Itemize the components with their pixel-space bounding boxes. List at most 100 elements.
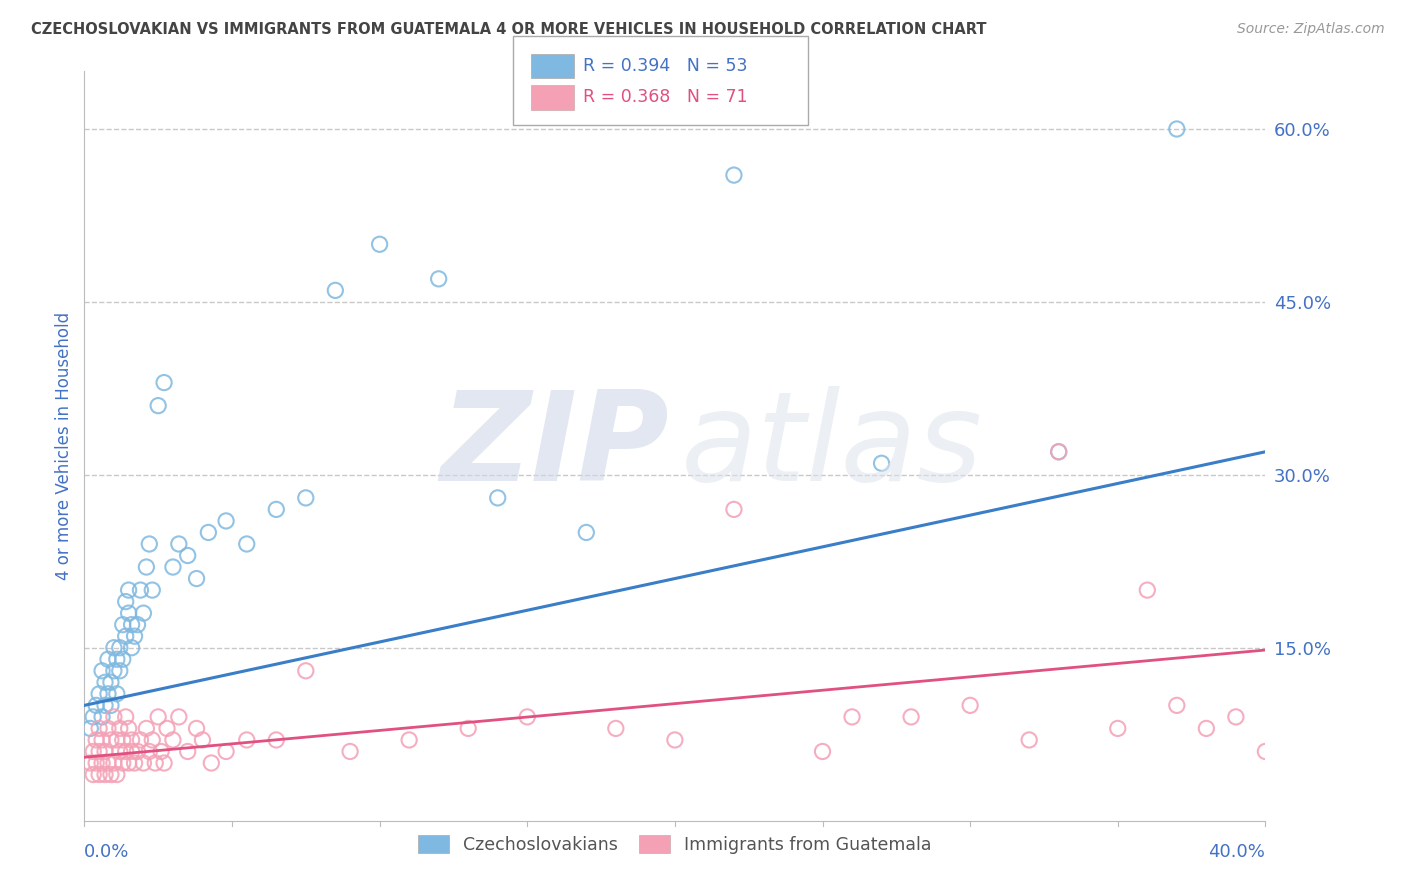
Point [1166,698,1188,713]
Point [215,514,238,528]
Point [295,664,318,678]
Point [124,756,146,770]
Point [215,744,238,758]
Point [1136,583,1159,598]
Point [150,744,173,758]
Point [162,733,184,747]
Point [177,744,200,758]
Point [91,710,114,724]
Point [1107,722,1129,736]
Point [148,399,170,413]
Point [108,744,131,758]
Point [108,664,131,678]
Point [138,537,160,551]
Point [127,617,149,632]
Point [143,756,166,770]
Point [127,744,149,758]
Point [87,687,111,701]
Point [84,756,107,770]
Point [105,687,128,701]
Point [153,756,176,770]
Point [138,744,160,758]
Point [118,722,141,736]
Point [156,722,179,736]
Point [111,733,134,747]
Point [94,675,117,690]
Point [118,606,141,620]
Point [84,733,107,747]
Point [100,698,122,713]
Point [664,733,686,747]
Point [236,537,259,551]
Point [100,767,122,781]
Point [108,640,131,655]
Point [132,606,155,620]
Point [100,675,122,690]
Point [1047,444,1070,458]
Point [111,617,134,632]
Point [91,756,114,770]
Point [186,572,208,586]
Point [266,733,288,747]
Point [1254,744,1277,758]
Point [325,284,347,298]
Point [97,722,120,736]
Point [82,710,104,724]
Text: CZECHOSLOVAKIAN VS IMMIGRANTS FROM GUATEMALA 4 OR MORE VEHICLES IN HOUSEHOLD COR: CZECHOSLOVAKIAN VS IMMIGRANTS FROM GUATE… [31,22,987,37]
Point [97,756,120,770]
Point [84,698,107,713]
Point [398,733,420,747]
Point [103,756,125,770]
Point [153,376,176,390]
Point [167,710,190,724]
Point [1018,733,1040,747]
Point [100,733,122,747]
Point [121,744,143,758]
Text: 0.0%: 0.0% [84,843,129,861]
Point [103,710,125,724]
Point [129,583,152,598]
Point [97,652,120,666]
Point [457,722,479,736]
Point [94,767,117,781]
Text: R = 0.368   N = 71: R = 0.368 N = 71 [583,88,748,106]
Point [141,583,163,598]
Point [118,756,141,770]
Point [103,664,125,678]
Point [87,722,111,736]
Point [959,698,981,713]
Point [129,733,152,747]
Point [91,664,114,678]
Point [167,537,190,551]
Point [82,744,104,758]
Point [141,733,163,747]
Point [124,629,146,643]
Text: R = 0.394   N = 53: R = 0.394 N = 53 [583,57,748,75]
Text: atlas: atlas [681,385,983,507]
Point [121,617,143,632]
Point [197,525,219,540]
Point [82,767,104,781]
Point [108,722,131,736]
Point [339,744,361,758]
Point [723,168,745,182]
Point [114,744,136,758]
Point [114,710,136,724]
Point [1166,122,1188,136]
Point [97,687,120,701]
Point [723,502,745,516]
Text: ZIP: ZIP [440,385,669,507]
Point [236,733,259,747]
Point [132,756,155,770]
Point [516,710,538,724]
Point [121,640,143,655]
Point [811,744,834,758]
Point [79,722,101,736]
Point [177,549,200,563]
Point [105,733,128,747]
Point [1195,722,1218,736]
Point [94,744,117,758]
Point [135,560,157,574]
Point [368,237,391,252]
Point [91,733,114,747]
